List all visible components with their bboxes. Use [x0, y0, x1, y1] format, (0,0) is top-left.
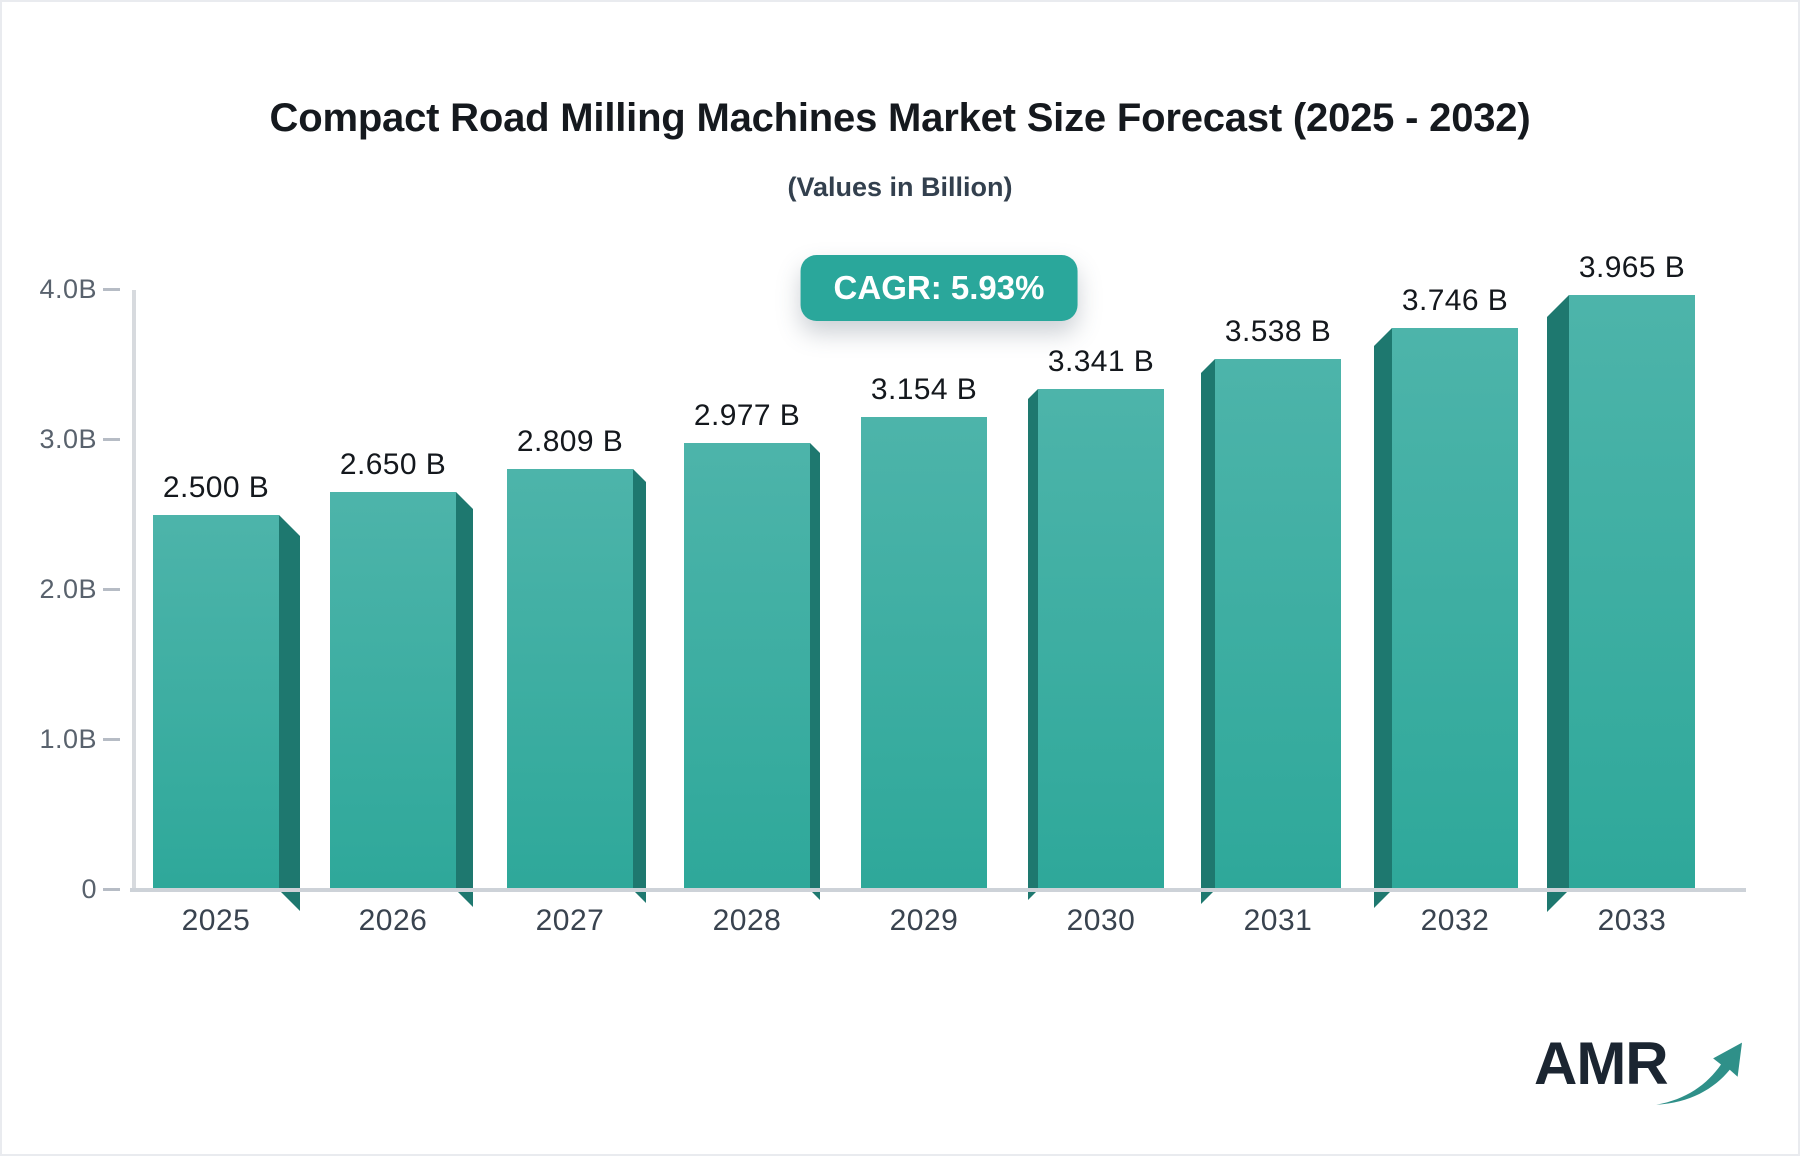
- amr-logo-text: AMR: [1534, 1030, 1669, 1097]
- bar-value-label: 2.500 B: [162, 471, 270, 504]
- bar-side-face: [633, 469, 646, 903]
- x-tick-2028: 2028: [712, 904, 782, 937]
- x-axis-line: [130, 888, 1746, 892]
- growth-arrow-icon: [1655, 1042, 1742, 1105]
- y-tick-label: 0: [81, 874, 97, 904]
- bar-side-face: [1547, 295, 1569, 912]
- y-tick-label: 3.0B: [39, 424, 97, 454]
- bar-2030: [1038, 389, 1164, 890]
- chart-title: Compact Road Milling Machines Market Siz…: [269, 96, 1531, 140]
- y-tick-label: 4.0B: [39, 274, 97, 304]
- plot-area: 2.500 B 2.650 B 2.809 B 2.977 B 3.154 B 3.341…: [134, 251, 1744, 912]
- x-tick-2026: 2026: [358, 904, 428, 937]
- bar-2025: [153, 515, 279, 890]
- y-tick-dash: [103, 588, 120, 591]
- bar-value-label: 3.341 B: [1047, 345, 1155, 378]
- y-axis-line: [132, 290, 136, 890]
- bar-side-face: [1028, 389, 1038, 900]
- bar-value-label: 2.977 B: [693, 399, 801, 432]
- cagr-badge: CAGR: 5.93%: [800, 255, 1078, 321]
- bar-side-face: [279, 515, 300, 911]
- bar-2027: [507, 469, 633, 890]
- bar-2031: [1215, 359, 1341, 890]
- x-tick-2027: 2027: [535, 904, 605, 937]
- bar-value-label: 2.650 B: [339, 448, 447, 481]
- x-tick-2030: 2030: [1066, 904, 1136, 937]
- x-tick-2031: 2031: [1243, 904, 1313, 937]
- x-tick-2032: 2032: [1420, 904, 1490, 937]
- x-tick-2033: 2033: [1597, 904, 1667, 937]
- bar-2028: [684, 443, 810, 890]
- bar-2032: [1392, 328, 1518, 890]
- y-tick-dash: [103, 738, 120, 741]
- bar-side-face: [1374, 328, 1392, 908]
- chart-subtitle: (Values in Billion): [787, 172, 1013, 202]
- bar-2026: [330, 492, 456, 890]
- bar-value-label: 3.538 B: [1224, 315, 1332, 348]
- y-tick-dash: [103, 288, 120, 291]
- bar-side-face: [1201, 359, 1215, 904]
- bar-2033: [1569, 295, 1695, 890]
- bar-value-label: 2.809 B: [516, 425, 624, 458]
- y-tick-dash: [103, 888, 120, 891]
- bar-value-label: 3.746 B: [1401, 284, 1509, 317]
- bar-value-label: 3.154 B: [870, 373, 978, 406]
- bar-2029: [861, 417, 987, 890]
- y-tick-label: 2.0B: [39, 574, 97, 604]
- bar-side-face: [456, 492, 473, 907]
- x-tick-2029: 2029: [889, 904, 959, 937]
- bar-value-label: 3.965 B: [1578, 251, 1686, 284]
- bar-side-face: [810, 443, 820, 900]
- amr-logo: AMR: [1534, 1028, 1746, 1110]
- y-tick-dash: [103, 438, 120, 441]
- y-tick-label: 1.0B: [39, 724, 97, 754]
- x-tick-2025: 2025: [181, 904, 251, 937]
